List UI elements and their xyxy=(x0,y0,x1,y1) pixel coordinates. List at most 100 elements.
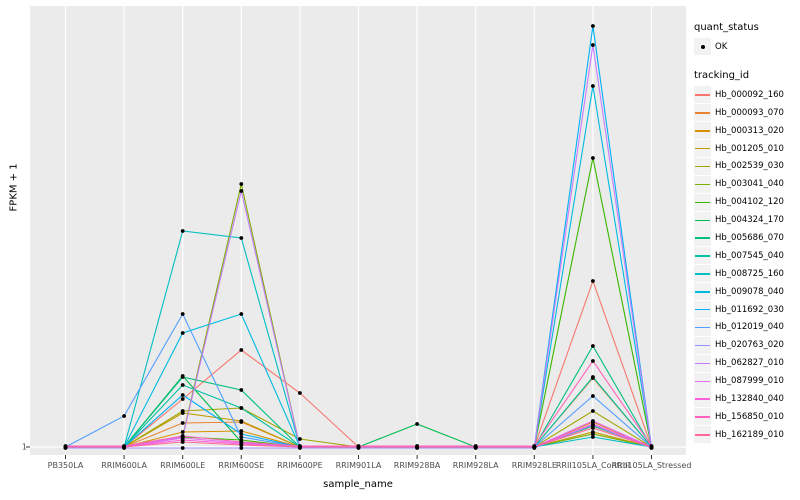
legend-item-Hb_000313_020: Hb_000313_020 xyxy=(694,122,798,140)
data-point xyxy=(180,331,185,335)
legend-item-Hb_156850_010: Hb_156850_010 xyxy=(694,408,798,426)
data-point xyxy=(180,312,185,316)
x-tick-label-RRIM600PE: RRIM600PE xyxy=(277,461,323,470)
legend-item-Hb_007545_040: Hb_007545_040 xyxy=(694,247,798,265)
data-point xyxy=(239,419,244,423)
legend-item-Hb_004324_170: Hb_004324_170 xyxy=(694,211,798,229)
point-marker-icon xyxy=(700,44,705,49)
x-tick-label-PB350LA: PB350LA xyxy=(47,461,84,470)
legend-label: Hb_001205_010 xyxy=(715,143,784,154)
legend-quant-status: quant_status OK xyxy=(694,22,798,56)
line-swatch-color xyxy=(695,398,710,400)
line-swatch-color xyxy=(695,112,710,114)
data-point xyxy=(239,236,244,240)
x-tick-label-RRIM600SE: RRIM600SE xyxy=(218,461,265,470)
data-point xyxy=(591,344,595,348)
x-axis-title: sample_name xyxy=(323,479,393,490)
legend-item-Hb_000092_160: Hb_000092_160 xyxy=(694,86,798,104)
x-tick-label-RRIM600LE: RRIM600LE xyxy=(160,461,206,470)
data-point xyxy=(591,394,595,398)
data-point xyxy=(180,393,185,397)
legend-label: Hb_000313_020 xyxy=(715,125,784,136)
x-tick-label-RRII105LA_Stressed: RRII105LA_Stressed xyxy=(611,461,692,470)
line-swatch-color xyxy=(695,416,710,418)
legend-item-Hb_132840_040: Hb_132840_040 xyxy=(694,390,798,408)
line-swatch-color xyxy=(695,326,710,329)
legend-label: Hb_132840_040 xyxy=(715,393,784,404)
line-swatch-icon xyxy=(694,211,711,229)
line-swatch-color xyxy=(695,309,710,311)
data-point xyxy=(239,312,244,316)
data-point xyxy=(649,445,654,449)
x-tick-label-RRIM928LE: RRIM928LE xyxy=(511,461,557,470)
data-point xyxy=(473,445,478,449)
line-swatch-color xyxy=(695,380,710,382)
line-swatch-icon xyxy=(694,175,711,193)
data-point xyxy=(415,422,419,426)
line-swatch-icon xyxy=(694,336,711,354)
legend-label: Hb_087999_010 xyxy=(715,376,784,387)
data-point xyxy=(356,445,361,449)
x-tick-label-RRIM928LA: RRIM928LA xyxy=(452,461,499,470)
data-point xyxy=(591,409,595,413)
data-point xyxy=(180,409,185,413)
data-point xyxy=(239,443,244,447)
line-swatch-icon xyxy=(694,318,711,336)
data-point xyxy=(180,229,185,233)
legend: quant_status OK tracking_id Hb_000092_16… xyxy=(694,22,798,444)
legend-item-Hb_020763_020: Hb_020763_020 xyxy=(694,336,798,354)
line-swatch-icon xyxy=(694,247,711,265)
legend-label: Hb_020763_020 xyxy=(715,340,784,351)
y-axis-title: FPKM + 1 xyxy=(8,163,20,212)
line-swatch-icon xyxy=(694,301,711,319)
data-point xyxy=(180,440,185,444)
legend-item-Hb_000093_070: Hb_000093_070 xyxy=(694,104,798,122)
legend-item-Hb_062827_010: Hb_062827_010 xyxy=(694,354,798,372)
data-point xyxy=(298,437,302,441)
line-swatch-color xyxy=(695,130,710,132)
data-point xyxy=(239,440,244,444)
line-swatch-icon xyxy=(694,140,711,157)
data-point xyxy=(591,419,595,423)
line-swatch-color xyxy=(695,273,710,275)
x-tick-label-RRIM901LA: RRIM901LA xyxy=(335,461,382,470)
legend-title-tracking-id: tracking_id xyxy=(694,69,750,81)
legend-item-Hb_008725_160: Hb_008725_160 xyxy=(694,265,798,283)
line-swatch-color xyxy=(695,201,710,204)
legend-item-Hb_087999_010: Hb_087999_010 xyxy=(694,372,798,390)
line-swatch-icon xyxy=(694,229,711,247)
line-swatch-icon xyxy=(694,86,711,104)
line-swatch-icon xyxy=(694,283,711,301)
legend-label: Hb_156850_010 xyxy=(715,411,784,422)
legend-label: Hb_009078_040 xyxy=(715,286,784,297)
data-point xyxy=(180,430,185,434)
line-swatch-icon xyxy=(694,426,711,444)
legend-label: Hb_007545_040 xyxy=(715,250,784,261)
line-swatch-color xyxy=(695,255,710,257)
data-point xyxy=(239,388,244,392)
line-swatch-icon xyxy=(694,408,711,426)
legend-label: Hb_008725_160 xyxy=(715,268,784,279)
x-tick-label-RRII105LA_Control: RRII105LA_Control xyxy=(555,461,630,470)
legend-item-Hb_002539_030: Hb_002539_030 xyxy=(694,157,798,175)
line-swatch-color xyxy=(695,237,710,239)
legend-label: Hb_011692_030 xyxy=(715,304,784,315)
data-point xyxy=(239,189,244,193)
line-swatch-color xyxy=(695,434,710,436)
y-tick-label: 1 xyxy=(21,442,27,452)
data-point xyxy=(180,434,185,438)
point-icon xyxy=(694,38,711,56)
legend-label: Hb_000092_160 xyxy=(715,89,784,100)
data-point xyxy=(591,375,595,379)
legend-label: Hb_003041_040 xyxy=(715,179,784,190)
data-point xyxy=(591,84,595,88)
line-swatch-icon xyxy=(694,265,711,283)
line-swatch-color xyxy=(695,165,710,168)
data-point xyxy=(63,445,68,449)
data-point xyxy=(591,156,595,160)
legend-label: Hb_002539_030 xyxy=(715,161,784,172)
line-swatch-color xyxy=(695,94,710,96)
data-point xyxy=(122,414,126,418)
